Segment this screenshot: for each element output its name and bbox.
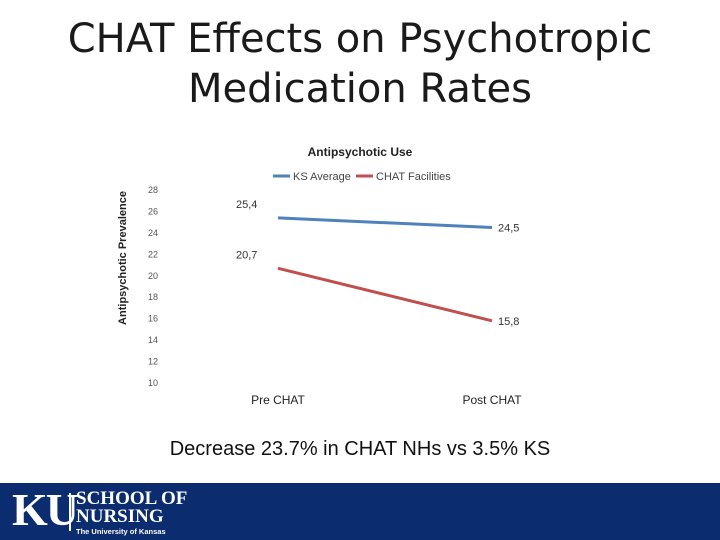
- logo-line3: The University of Kansas: [76, 527, 166, 536]
- data-label: 25,4: [236, 199, 257, 211]
- y-tick-label: 18: [148, 292, 158, 302]
- y-tick-label: 26: [148, 206, 158, 216]
- series-line-0: [277, 216, 493, 230]
- logo-line2: NURSING: [76, 506, 164, 527]
- y-tick-label: 22: [148, 249, 158, 259]
- data-label: 20,7: [236, 249, 257, 261]
- y-axis-title: Antipsychotic Prevalence: [117, 191, 129, 325]
- legend-label-ks: KS Average: [293, 171, 351, 183]
- y-tick-label: 16: [148, 314, 158, 324]
- y-tick-label: 12: [148, 357, 158, 367]
- y-tick-label: 20: [148, 271, 158, 281]
- slide-title: CHAT Effects on Psychotropic Medication …: [0, 14, 720, 114]
- slide-title-line2: Medication Rates: [187, 66, 533, 112]
- y-tick-label: 14: [148, 335, 158, 345]
- series-line-1: [277, 266, 493, 323]
- y-tick-label: 24: [148, 228, 158, 238]
- y-axis-ticks: 10 12 14 16 18 20 22 24 26 28: [148, 185, 158, 388]
- y-tick-label: 28: [148, 185, 158, 195]
- data-label: 24,5: [498, 223, 519, 235]
- slide-title-line1: CHAT Effects on Psychotropic: [67, 16, 653, 62]
- x-axis-ticks: Pre CHAT Post CHAT: [251, 393, 522, 407]
- logo-ku-letters: KU: [12, 484, 79, 535]
- chart-series: 25,4 24,5 20,7 15,8: [236, 199, 519, 328]
- logo-divider: [69, 493, 71, 531]
- chart-title: Antipsychotic Use: [308, 145, 413, 159]
- chart-legend: KS Average CHAT Facilities: [273, 171, 451, 183]
- logo-line1: SCHOOL OF: [76, 488, 188, 509]
- x-tick-label: Pre CHAT: [251, 393, 305, 407]
- logo-wordmark: SCHOOL OF NURSING The University of Kans…: [76, 488, 188, 537]
- antipsychotic-use-chart: Antipsychotic Use KS Average CHAT Facili…: [117, 145, 522, 407]
- data-label: 15,8: [498, 316, 519, 328]
- x-tick-label: Post CHAT: [462, 393, 522, 407]
- legend-label-chat: CHAT Facilities: [376, 171, 451, 183]
- y-tick-label: 10: [148, 378, 158, 388]
- footer-bar: KU SCHOOL OF NURSING The University of K…: [0, 483, 720, 540]
- slide-subtitle: Decrease 23.7% in CHAT NHs vs 3.5% KS: [169, 438, 551, 460]
